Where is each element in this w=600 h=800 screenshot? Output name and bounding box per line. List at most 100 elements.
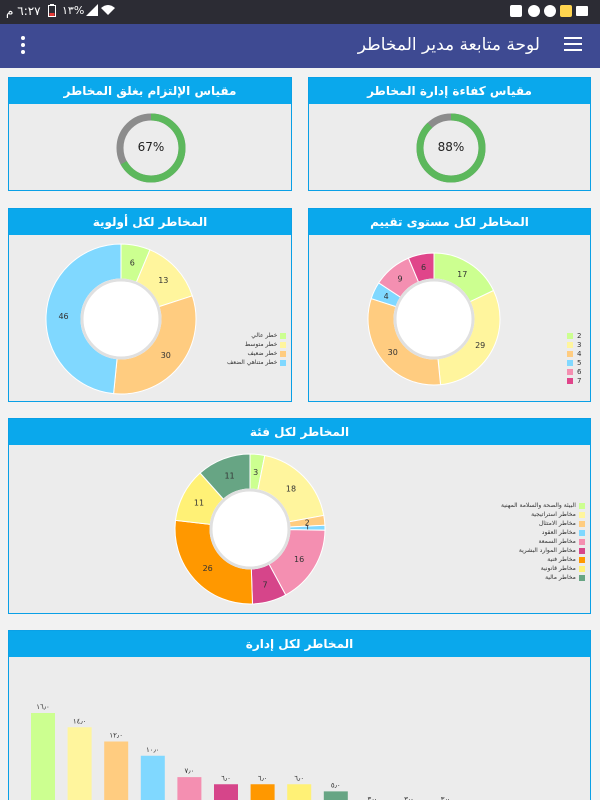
legend-swatch [280, 332, 287, 339]
legend-item: البيئة والصحة والسلامة المهنية [501, 501, 585, 510]
legend-item: خطر متناهي الضعف [227, 358, 287, 367]
legend-swatch [578, 565, 585, 572]
bar [287, 784, 312, 800]
legend-swatch [578, 529, 585, 536]
slice-label: 26 [203, 564, 213, 573]
slice-label: 30 [388, 348, 398, 357]
bar-value-label: ١٠٫٠ [146, 746, 160, 754]
legend-label: 3 [577, 340, 582, 349]
legend-item: 3 [567, 340, 581, 349]
legend-label: مخاطر قانونية [540, 565, 576, 572]
legend-item: خطر ضعيف [227, 349, 287, 358]
gauge-fill [416, 113, 486, 183]
legend-label: 5 [577, 358, 582, 367]
legend-item: 2 [567, 331, 581, 340]
legend-label: خطر متوسط [244, 341, 278, 348]
more-vert-icon[interactable] [18, 36, 28, 56]
category-legend: البيئة والصحة والسلامة المهنية مخاطر استر… [501, 501, 585, 582]
efficiency-card: مقياس كفاءة إدارة المخاطر 88% [308, 77, 591, 191]
bar-value-label: ١٤٫٠ [73, 717, 87, 725]
slice-label: 30 [161, 351, 171, 360]
management-card-title: المخاطر لكل إدارة [9, 631, 590, 657]
legend-item: خطر متوسط [227, 340, 287, 349]
legend-swatch [567, 350, 573, 357]
menu-icon[interactable] [564, 37, 582, 53]
legend-swatch [578, 556, 585, 563]
legend-swatch [280, 350, 287, 357]
management-bar-chart: ١٦٫٠ ١٤٫٠ ١٢٫٠ ١٠٫٠ ٧٫٠ ٦٫٠ ٦٫٠ ٦٫٠ ٥٫٠ ٣٫٠ ٣٫٠ ٣٫٠… [31, 703, 451, 800]
legend-swatch [578, 574, 585, 581]
bar [140, 755, 165, 800]
legend-label: خطر ضعيف [247, 350, 278, 357]
legend-item: مخاطر الموارد البشرية [501, 546, 585, 555]
legend-label: خطر عالي [251, 332, 278, 339]
legend-label: مخاطر فنية [547, 556, 576, 563]
closure-value: 67% [137, 140, 165, 154]
bar-value-label: ١٦٫٠ [36, 703, 50, 711]
slice-label: 29 [475, 341, 485, 350]
legend-swatch [567, 377, 573, 384]
legend-label: مخاطر استراتيجية [531, 511, 576, 518]
bar-value-label: ٦٫٠ [258, 774, 268, 782]
legend-swatch [280, 359, 287, 366]
priority-pie-chart: 6 13 30 46 [45, 243, 197, 395]
legend-label: مخاطر الامتثال [538, 520, 576, 527]
slice-label: 4 [384, 292, 389, 301]
legend-swatch [578, 511, 585, 518]
battery-icon [48, 4, 56, 21]
slice-label: 9 [398, 274, 403, 283]
legend-item: مخاطر السمعة [501, 537, 585, 546]
legend-item: 6 [567, 367, 581, 376]
legend-swatch [578, 538, 585, 545]
bar [67, 727, 92, 800]
legend-label: خطر متناهي الضعف [227, 359, 278, 366]
legend-swatch [567, 332, 573, 339]
slice-label: 13 [158, 276, 168, 285]
donut-hole [209, 488, 291, 570]
legend-swatch [567, 341, 573, 348]
legend-swatch [567, 368, 573, 375]
bar [177, 777, 202, 800]
level-card-title: المخاطر لكل مستوى تقييم [309, 209, 590, 235]
slice-label: 46 [58, 312, 68, 321]
legend-item: مخاطر قانونية [501, 564, 585, 573]
legend-swatch [567, 359, 573, 366]
legend-item: 5 [567, 358, 581, 367]
wifi-icon [100, 4, 116, 20]
legend-label: 2 [577, 331, 582, 340]
legend-item: مخاطر العقود [501, 528, 585, 537]
legend-label: 7 [577, 376, 582, 385]
legend-item: 7 [567, 376, 581, 385]
slice-label: 16 [294, 555, 304, 564]
status-bar: ٦:٢٧ م ١٣% [0, 0, 600, 24]
bar-value-label: ٦٫٠ [294, 774, 304, 782]
priority-card: المخاطر لكل أولوية 6 13 30 46 خطر عالي خطر م… [8, 208, 292, 402]
legend-item: مخاطر مالية [501, 573, 585, 582]
slice-label: 7 [262, 580, 267, 589]
slice-label: 2 [305, 518, 310, 527]
priority-card-title: المخاطر لكل أولوية [9, 209, 291, 235]
legend-item: خطر عالي [227, 331, 287, 340]
level-pie-chart: 17 29 30 49 6 [367, 252, 501, 386]
priority-legend: خطر عالي خطر متوسط خطر ضعيف خطر متناهي الضع… [227, 331, 287, 367]
legend-label: مخاطر مالية [545, 574, 576, 581]
bar-value-label: ٣٫٠ [368, 796, 378, 800]
bar [104, 741, 129, 800]
category-pie-chart: 3 18 21 16 7 26 11 11 [174, 453, 326, 605]
slice-label: 6 [421, 263, 426, 272]
bar [31, 713, 55, 800]
legend-swatch [578, 502, 585, 509]
bar [214, 784, 238, 800]
legend-item: مخاطر فنية [501, 555, 585, 564]
signal-icon [86, 4, 98, 20]
efficiency-value: 88% [437, 140, 465, 154]
legend-swatch [280, 341, 287, 348]
legend-label: مخاطر السمعة [538, 538, 576, 545]
donut-hole [80, 278, 162, 360]
closure-card-title: مقياس الإلتزام بغلق المخاطر [9, 78, 291, 104]
app-bar: لوحة متابعة مدير المخاطر [0, 24, 600, 68]
bar-value-label: ٣٫٠ [441, 796, 451, 800]
bar-value-label: ٧٫٠ [185, 767, 195, 775]
legend-item: 4 [567, 349, 581, 358]
efficiency-card-title: مقياس كفاءة إدارة المخاطر [309, 78, 590, 104]
